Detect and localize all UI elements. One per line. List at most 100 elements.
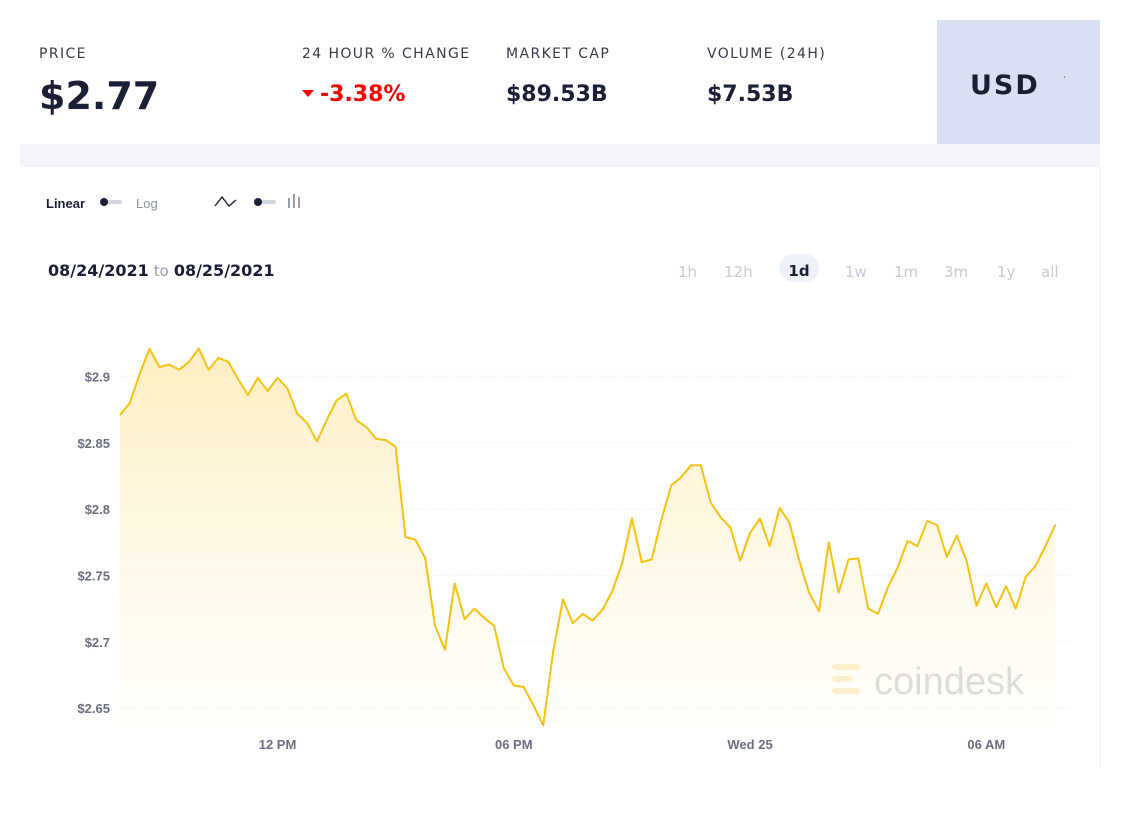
data-point: [641, 561, 643, 563]
data-point: [1044, 545, 1046, 547]
data-point: [887, 586, 889, 589]
data-point: [690, 464, 692, 466]
candlestick-icon[interactable]: [287, 192, 305, 210]
data-point: [956, 535, 958, 537]
line-chart-icon[interactable]: [214, 194, 238, 210]
data-point: [828, 541, 830, 543]
data-point: [877, 613, 879, 615]
date-range-to: to: [153, 262, 169, 280]
log-option[interactable]: Log: [136, 196, 158, 211]
y-tick-label: $2.75: [77, 568, 110, 583]
data-point: [1034, 565, 1037, 567]
timeframe-12h[interactable]: 12h: [724, 263, 753, 281]
data-point: [523, 686, 525, 688]
timeframe-1y[interactable]: 1y: [997, 263, 1016, 281]
y-tick-label: $2.7: [85, 635, 110, 650]
chart-type-switch[interactable]: [254, 198, 276, 206]
data-point: [798, 560, 800, 562]
currency-label: USD: [970, 70, 1040, 101]
chevron-down-icon: ˈ: [1063, 76, 1067, 87]
data-point: [454, 582, 456, 585]
change-value-wrap: -3.38%: [302, 82, 405, 107]
data-point: [444, 649, 446, 651]
data-point: [464, 618, 466, 620]
data-point: [936, 524, 938, 526]
data-point: [395, 446, 397, 448]
y-tick-label: $2.8: [85, 502, 110, 517]
timeframe-all[interactable]: all: [1041, 263, 1059, 281]
y-tick-label: $2.9: [85, 369, 110, 384]
x-tick-label: 12 PM: [259, 737, 297, 752]
data-point: [779, 507, 781, 509]
candle-bar-1: [288, 198, 290, 208]
data-point: [552, 650, 554, 652]
data-point: [208, 369, 210, 371]
data-point: [1005, 585, 1007, 587]
data-point: [129, 402, 131, 404]
data-point: [217, 357, 219, 359]
data-point: [946, 556, 948, 558]
scale-switch[interactable]: [100, 198, 122, 206]
data-point: [1025, 576, 1027, 578]
chart-type-switch-track: [256, 200, 276, 204]
data-point: [424, 557, 426, 559]
data-point: [316, 440, 318, 442]
volume-value: $7.53B: [707, 82, 794, 107]
data-point: [483, 617, 485, 619]
data-point: [355, 419, 357, 421]
price-label: PRICE: [39, 46, 87, 62]
data-point: [680, 476, 682, 478]
data-point: [838, 592, 840, 594]
data-point: [267, 390, 269, 392]
data-point: [857, 557, 859, 559]
data-point: [148, 348, 151, 350]
currency-selector[interactable]: USD ˈ: [937, 20, 1100, 144]
data-point: [276, 377, 279, 379]
timeframe-1d-label: 1d: [788, 262, 810, 280]
data-point: [719, 516, 722, 518]
x-tick-label: Wed 25: [727, 737, 772, 752]
data-point: [493, 625, 495, 627]
data-point: [306, 422, 308, 424]
data-point: [660, 519, 663, 521]
x-axis: 12 PM 06 PM Wed 25 06 AM: [259, 737, 1005, 752]
data-point: [198, 348, 200, 350]
price-line[interactable]: [119, 347, 1057, 727]
data-point: [582, 613, 584, 615]
data-point: [562, 598, 564, 600]
linear-option[interactable]: Linear: [46, 196, 86, 211]
data-point: [227, 361, 229, 363]
timeframe-1w[interactable]: 1w: [845, 263, 867, 281]
data-point: [257, 377, 259, 379]
data-point: [345, 393, 347, 395]
data-point: [119, 414, 121, 416]
data-point: [808, 592, 810, 594]
timeframe-1d[interactable]: 1d: [779, 254, 819, 282]
data-point: [375, 438, 377, 440]
volume-label: VOLUME (24H): [707, 46, 827, 62]
data-point: [414, 539, 416, 541]
data-point: [966, 560, 968, 562]
price-area: [120, 348, 1056, 728]
data-point: [385, 439, 387, 441]
timeframe-3m[interactable]: 3m: [944, 263, 969, 281]
data-point: [542, 724, 544, 726]
market-cap-label: MARKET CAP: [506, 46, 611, 62]
date-from: 08/24/2021: [48, 261, 149, 280]
data-point: [365, 426, 367, 428]
timeframe-1m[interactable]: 1m: [894, 263, 919, 281]
price-value: $2.77: [39, 74, 160, 118]
y-tick-label: $2.65: [77, 701, 110, 716]
y-axis: $2.65 $2.7 $2.75 $2.8 $2.85 $2.9: [77, 369, 110, 716]
stats-bar: PRICE $2.77 24 HOUR % CHANGE -3.38% MARK…: [20, 20, 1100, 144]
data-point: [532, 704, 535, 707]
data-point: [621, 562, 623, 565]
timeframe-1h[interactable]: 1h: [678, 263, 698, 281]
date-range: 08/24/2021 to 08/25/2021: [48, 261, 275, 280]
data-point: [759, 517, 761, 520]
data-point: [651, 558, 653, 561]
data-point: [591, 619, 594, 622]
data-point: [749, 532, 751, 534]
points-layer: [119, 348, 1056, 726]
